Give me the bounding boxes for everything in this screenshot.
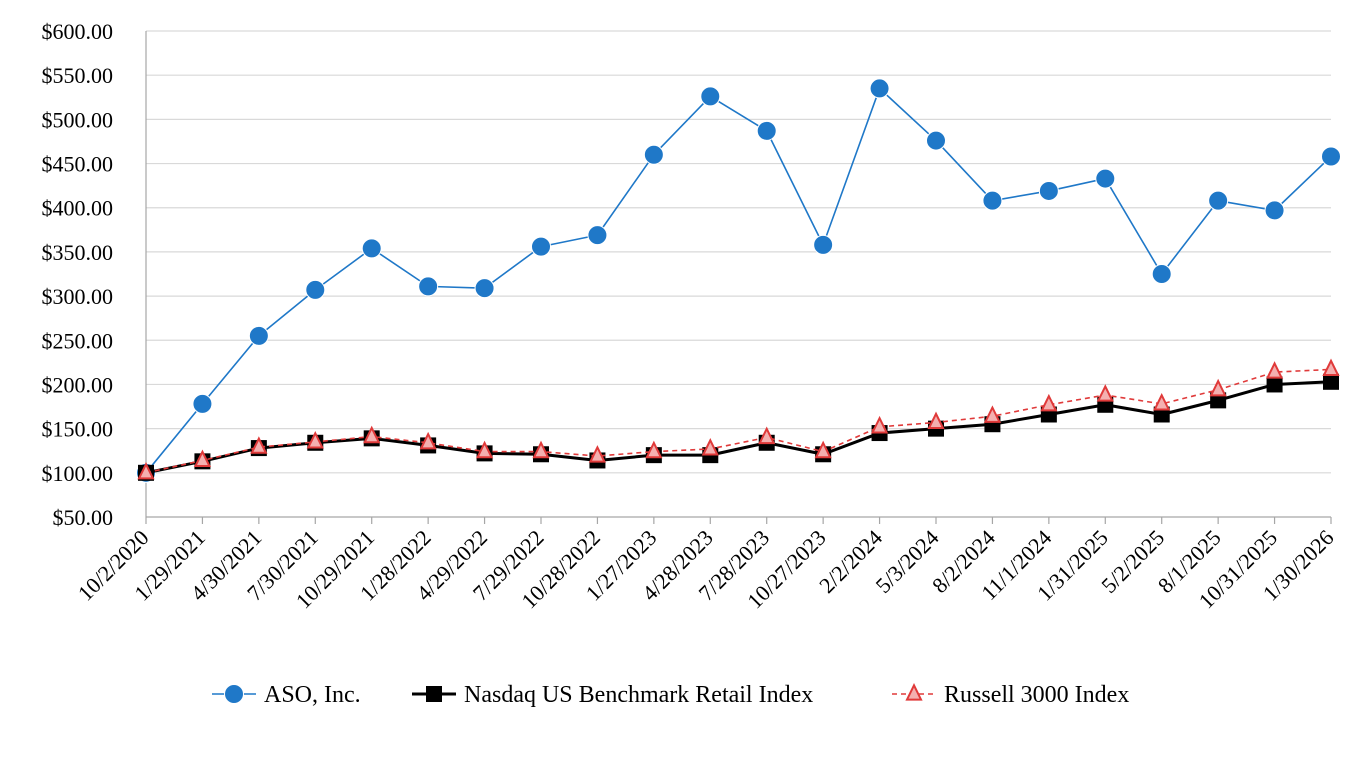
data-point bbox=[1266, 376, 1283, 393]
data-point bbox=[982, 190, 1003, 211]
legend-item: ASO, Inc. bbox=[212, 682, 361, 708]
y-tick-label: $550.00 bbox=[42, 63, 114, 88]
data-point bbox=[1095, 168, 1116, 189]
data-point bbox=[419, 431, 437, 450]
data-point bbox=[700, 86, 721, 107]
data-point bbox=[250, 436, 268, 454]
data-point bbox=[306, 430, 324, 449]
data-point bbox=[869, 78, 890, 99]
data-point bbox=[983, 405, 1002, 423]
gridlines bbox=[146, 30, 1331, 474]
x-axis: 10/2/20201/29/20214/30/20217/30/202110/2… bbox=[73, 516, 1339, 613]
legend-item: Russell 3000 Index bbox=[892, 682, 1129, 708]
data-point bbox=[814, 440, 832, 459]
data-point bbox=[1323, 373, 1339, 390]
y-tick-label: $500.00 bbox=[42, 107, 114, 132]
data-point bbox=[137, 461, 155, 480]
y-tick-label: $400.00 bbox=[42, 196, 114, 221]
legend-marker bbox=[905, 683, 923, 701]
data-point bbox=[1209, 378, 1227, 397]
data-point bbox=[192, 393, 213, 414]
data-point bbox=[361, 238, 382, 259]
data-point bbox=[1038, 180, 1059, 201]
data-point bbox=[1264, 200, 1285, 221]
series-line bbox=[145, 380, 1332, 475]
data-point bbox=[926, 130, 946, 151]
data-point bbox=[363, 425, 381, 444]
y-tick-label: $200.00 bbox=[42, 372, 114, 397]
data-point bbox=[1096, 384, 1114, 402]
series-group bbox=[136, 78, 1341, 483]
data-point bbox=[305, 279, 326, 300]
data-point bbox=[701, 438, 719, 456]
data-point bbox=[1321, 146, 1341, 167]
data-point bbox=[587, 225, 608, 246]
data-point bbox=[532, 440, 550, 459]
data-point bbox=[758, 426, 776, 445]
data-point bbox=[418, 276, 439, 297]
legend: ASO, Inc. Nasdaq US Benchmark Retail Inde… bbox=[212, 682, 1129, 708]
y-tick-label: $50.00 bbox=[53, 505, 114, 530]
data-point bbox=[474, 278, 495, 299]
legend-marker bbox=[224, 684, 244, 704]
y-tick-label: $250.00 bbox=[42, 328, 114, 353]
data-point bbox=[870, 415, 889, 434]
data-point bbox=[475, 440, 494, 459]
data-point bbox=[813, 234, 834, 255]
data-point bbox=[531, 236, 551, 257]
data-point bbox=[927, 411, 945, 430]
data-point bbox=[643, 144, 664, 165]
data-point bbox=[1210, 392, 1227, 409]
y-tick-label: $600.00 bbox=[42, 19, 114, 44]
legend-marker bbox=[426, 686, 442, 702]
data-point bbox=[1151, 264, 1172, 284]
data-point bbox=[1322, 358, 1340, 377]
y-tick-label: $450.00 bbox=[42, 152, 114, 177]
data-point bbox=[588, 445, 607, 463]
data-point bbox=[1265, 361, 1284, 379]
series-line bbox=[145, 87, 1332, 474]
data-point bbox=[1153, 392, 1171, 411]
y-axis: $50.00 $100.00 $150.00 $200.00 $250.00 $300.0… bbox=[42, 19, 147, 530]
data-point bbox=[645, 440, 663, 459]
y-tick-label: $300.00 bbox=[42, 284, 114, 309]
data-point bbox=[756, 120, 777, 141]
data-point bbox=[248, 325, 269, 346]
y-tick-label: $350.00 bbox=[42, 240, 114, 265]
series-line bbox=[145, 368, 1332, 474]
legend-label: ASO, Inc. bbox=[264, 682, 361, 708]
series-2 bbox=[138, 373, 1339, 481]
data-point bbox=[1153, 406, 1170, 423]
y-tick-label: $150.00 bbox=[42, 417, 114, 442]
legend-label: Nasdaq US Benchmark Retail Index bbox=[464, 682, 813, 708]
data-point bbox=[1208, 190, 1229, 211]
legend-item: Nasdaq US Benchmark Retail Index bbox=[412, 682, 813, 708]
series-3 bbox=[137, 358, 1340, 480]
data-point bbox=[193, 449, 212, 468]
y-tick-label: $100.00 bbox=[42, 461, 114, 486]
legend-label: Russell 3000 Index bbox=[944, 682, 1129, 708]
data-point bbox=[1040, 393, 1058, 412]
